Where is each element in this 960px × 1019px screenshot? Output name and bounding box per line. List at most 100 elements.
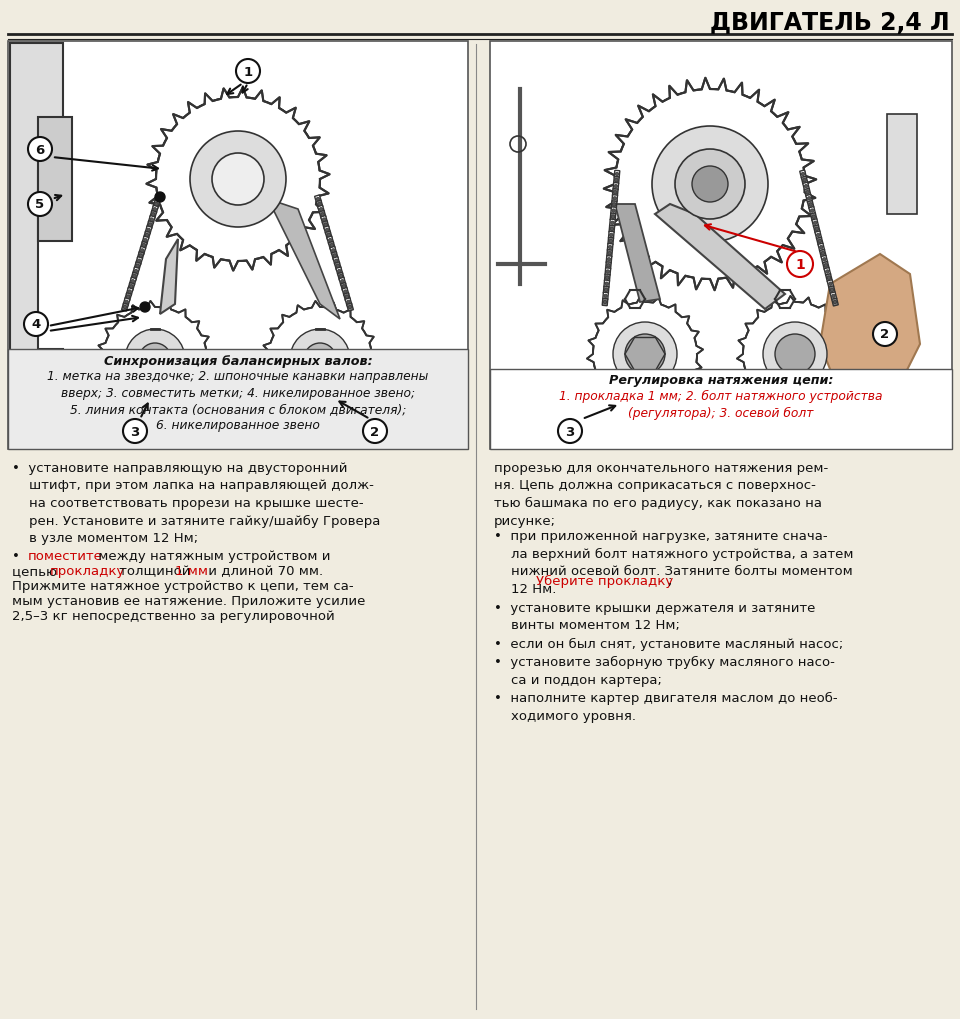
- Text: мым установив ее натяжение. Приложите усилие: мым установив ее натяжение. Приложите ус…: [12, 594, 366, 607]
- Polygon shape: [823, 262, 829, 270]
- Polygon shape: [603, 286, 609, 294]
- Text: поместите: поместите: [28, 549, 103, 562]
- Text: •  при приложенной нагрузке, затяните снача-
    ла верхний болт натяжного устро: • при приложенной нагрузке, затяните сна…: [494, 530, 853, 595]
- Circle shape: [334, 260, 338, 263]
- Circle shape: [652, 127, 768, 243]
- Circle shape: [320, 208, 323, 212]
- Circle shape: [830, 288, 833, 292]
- Text: 1: 1: [244, 65, 252, 78]
- Circle shape: [824, 264, 828, 268]
- Circle shape: [130, 285, 133, 289]
- Polygon shape: [125, 293, 132, 302]
- Circle shape: [156, 198, 159, 202]
- Text: между натяжным устройством и: между натяжным устройством и: [94, 549, 330, 562]
- Circle shape: [608, 253, 612, 256]
- Circle shape: [325, 229, 329, 232]
- Polygon shape: [137, 253, 144, 261]
- Polygon shape: [248, 367, 254, 372]
- Polygon shape: [148, 216, 156, 224]
- Circle shape: [613, 323, 677, 386]
- Circle shape: [608, 259, 611, 262]
- Circle shape: [222, 368, 226, 371]
- Circle shape: [828, 282, 832, 286]
- Polygon shape: [605, 275, 611, 282]
- Text: цепью: цепью: [12, 565, 61, 578]
- Circle shape: [244, 368, 248, 371]
- Text: 2,5–3 кг непосредственно за регулировочной: 2,5–3 кг непосредственно за регулировочн…: [12, 609, 335, 623]
- Circle shape: [150, 219, 154, 222]
- Polygon shape: [231, 367, 238, 372]
- Circle shape: [149, 224, 152, 227]
- Polygon shape: [812, 219, 819, 227]
- Text: 3: 3: [131, 425, 139, 438]
- Circle shape: [338, 270, 341, 273]
- Text: 5: 5: [36, 199, 44, 211]
- Polygon shape: [804, 190, 811, 197]
- Text: 1. метка на звездочке; 2. шпоночные канавки направлены
вверх; 3. совместить метк: 1. метка на звездочке; 2. шпоночные кана…: [47, 370, 428, 432]
- Text: 1 мм: 1 мм: [175, 565, 208, 578]
- Circle shape: [28, 138, 52, 162]
- Circle shape: [103, 308, 207, 412]
- Circle shape: [147, 229, 151, 232]
- Polygon shape: [831, 299, 838, 307]
- Text: ДВИГАТЕЛЬ 2,4 Л: ДВИГАТЕЛЬ 2,4 Л: [710, 11, 950, 35]
- Circle shape: [625, 334, 665, 375]
- Text: 4: 4: [32, 318, 40, 331]
- Circle shape: [250, 368, 253, 371]
- FancyBboxPatch shape: [38, 118, 72, 242]
- Polygon shape: [828, 286, 835, 294]
- Circle shape: [123, 420, 147, 443]
- Circle shape: [125, 301, 129, 305]
- Circle shape: [828, 276, 830, 280]
- Polygon shape: [737, 297, 853, 413]
- Circle shape: [238, 368, 242, 371]
- Polygon shape: [824, 268, 830, 276]
- Circle shape: [612, 216, 614, 219]
- Circle shape: [333, 255, 337, 258]
- Text: Уберите прокладку: Уберите прокладку: [536, 575, 673, 588]
- Polygon shape: [253, 367, 260, 372]
- Polygon shape: [318, 206, 324, 214]
- Circle shape: [833, 301, 837, 305]
- Circle shape: [826, 270, 829, 274]
- Polygon shape: [613, 183, 618, 191]
- Circle shape: [266, 368, 270, 371]
- Circle shape: [818, 240, 822, 244]
- Circle shape: [605, 288, 608, 292]
- Polygon shape: [326, 236, 333, 245]
- Text: •  установите заборную трубку масляного насо-
    са и поддон картера;: • установите заборную трубку масляного н…: [494, 655, 835, 686]
- Circle shape: [607, 264, 611, 268]
- Polygon shape: [242, 367, 250, 372]
- Polygon shape: [602, 299, 608, 307]
- Polygon shape: [132, 268, 139, 276]
- Polygon shape: [828, 280, 833, 288]
- Text: 3: 3: [565, 425, 575, 438]
- Polygon shape: [606, 257, 612, 264]
- Polygon shape: [259, 367, 266, 372]
- Circle shape: [802, 173, 804, 176]
- Polygon shape: [587, 297, 703, 413]
- Text: •  установите крышки держателя и затяните
    винты моментом 12 Нм;: • установите крышки держателя и затяните…: [494, 601, 815, 632]
- Polygon shape: [347, 304, 353, 312]
- Polygon shape: [344, 293, 350, 302]
- Circle shape: [236, 60, 260, 84]
- Text: •  установите направляющую на двусторонний
    штифт, при этом лапка на направля: • установите направляющую на двусторонни…: [12, 462, 380, 544]
- Polygon shape: [145, 226, 152, 234]
- Polygon shape: [10, 44, 63, 447]
- Polygon shape: [140, 242, 147, 250]
- Circle shape: [261, 368, 264, 371]
- Polygon shape: [338, 273, 345, 281]
- Circle shape: [873, 323, 897, 346]
- Text: Прижмите натяжное устройство к цепи, тем са-: Прижмите натяжное устройство к цепи, тем…: [12, 580, 353, 592]
- Circle shape: [128, 290, 132, 294]
- Polygon shape: [342, 288, 348, 297]
- Text: •  если он был снят, установите масляный насос;: • если он был снят, установите масляный …: [494, 637, 843, 650]
- Polygon shape: [123, 299, 130, 307]
- FancyBboxPatch shape: [887, 115, 917, 215]
- Polygon shape: [807, 202, 814, 209]
- Polygon shape: [609, 232, 614, 239]
- Polygon shape: [336, 268, 343, 276]
- Circle shape: [324, 224, 327, 227]
- Polygon shape: [130, 278, 136, 286]
- Polygon shape: [607, 251, 612, 258]
